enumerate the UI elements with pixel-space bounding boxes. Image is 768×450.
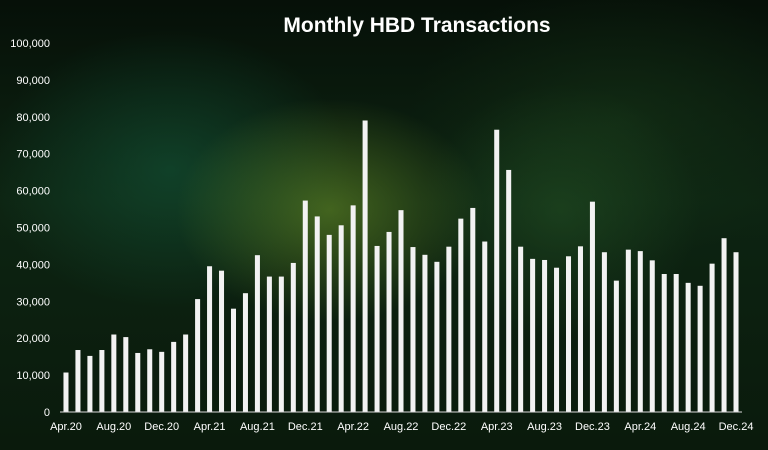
bar: [554, 267, 560, 412]
bar: [219, 270, 225, 412]
bar: [542, 259, 548, 412]
x-tick-label: Dec.24: [719, 421, 754, 433]
bar: [266, 276, 272, 412]
bar: [494, 129, 500, 412]
bar: [506, 169, 512, 412]
x-axis: Apr.20 Aug.20 Dec.20 Apr.21 Aug.21 Dec.21 Apr.…: [50, 421, 753, 433]
bar: [577, 246, 583, 412]
x-tick-label: Apr.24: [624, 421, 656, 433]
bar: [254, 255, 260, 412]
bar: [147, 349, 153, 412]
bar: [446, 246, 452, 412]
bar: [458, 218, 464, 412]
bar: [410, 247, 416, 412]
bar: [87, 355, 93, 412]
y-tick-label: 100,000: [10, 38, 50, 50]
chart-title: Monthly HBD Transactions: [283, 14, 550, 37]
bar: [350, 205, 356, 412]
bar: [434, 261, 440, 412]
bar: [326, 234, 332, 412]
bar: [207, 266, 213, 412]
x-tick-label: Aug.22: [384, 421, 419, 433]
x-tick-label: Dec.21: [288, 421, 323, 433]
bar: [565, 256, 572, 412]
bar: [242, 293, 248, 412]
bar: [123, 337, 129, 412]
bar-series: [63, 120, 739, 413]
bar: [111, 334, 117, 412]
bar: [709, 263, 715, 412]
bar: [697, 285, 703, 412]
bar: [733, 252, 739, 412]
bar: [470, 207, 476, 412]
y-tick-label: 20,000: [16, 333, 50, 345]
x-tick-label: Dec.20: [144, 421, 179, 433]
bar: [661, 273, 667, 412]
bar: [195, 299, 201, 412]
bar: [338, 225, 344, 412]
bar: [685, 282, 691, 412]
y-axis: 0 10,000 20,000 30,000 40,000 50,000 60,000 70,…: [10, 38, 50, 419]
bar: [530, 258, 536, 412]
y-tick-label: 30,000: [16, 296, 50, 308]
x-tick-label: Aug.24: [671, 421, 706, 433]
bar: [721, 238, 727, 412]
bar: [362, 120, 368, 413]
bar: [625, 249, 631, 412]
x-tick-label: Aug.20: [96, 421, 131, 433]
y-tick-label: 0: [44, 407, 50, 419]
x-tick-label: Aug.21: [240, 421, 275, 433]
y-tick-label: 40,000: [16, 259, 50, 271]
bar: [649, 260, 655, 412]
bar: [278, 276, 284, 412]
bar: [171, 341, 177, 412]
bar: [398, 210, 404, 412]
y-tick-label: 70,000: [16, 149, 50, 161]
bar: [99, 350, 105, 412]
y-tick-label: 10,000: [16, 370, 50, 382]
x-tick-label: Apr.20: [50, 421, 82, 433]
y-tick-label: 90,000: [16, 75, 50, 87]
y-tick-label: 60,000: [16, 186, 50, 198]
bar: [601, 252, 607, 412]
bar: [75, 350, 81, 412]
bar: [183, 334, 189, 412]
bar: [159, 351, 165, 412]
bar: [290, 262, 296, 412]
bar: [422, 254, 428, 412]
bar: [613, 280, 619, 412]
bar: [589, 201, 595, 412]
bar: [63, 372, 69, 412]
bar: [673, 273, 679, 412]
bar: [302, 200, 308, 412]
bar: [230, 308, 237, 412]
x-tick-label: Dec.23: [575, 421, 610, 433]
bar: [518, 246, 524, 412]
x-tick-label: Dec.22: [431, 421, 466, 433]
x-tick-label: Apr.21: [194, 421, 226, 433]
x-tick-label: Aug.23: [527, 421, 562, 433]
bar: [135, 352, 141, 412]
y-tick-label: 80,000: [16, 112, 50, 124]
y-tick-label: 50,000: [16, 223, 50, 235]
x-tick-label: Apr.23: [481, 421, 513, 433]
bar: [482, 241, 488, 412]
bar: [386, 231, 392, 412]
x-tick-label: Apr.22: [337, 421, 369, 433]
bar: [637, 251, 643, 412]
bar: [374, 245, 380, 412]
bar: [314, 216, 320, 412]
